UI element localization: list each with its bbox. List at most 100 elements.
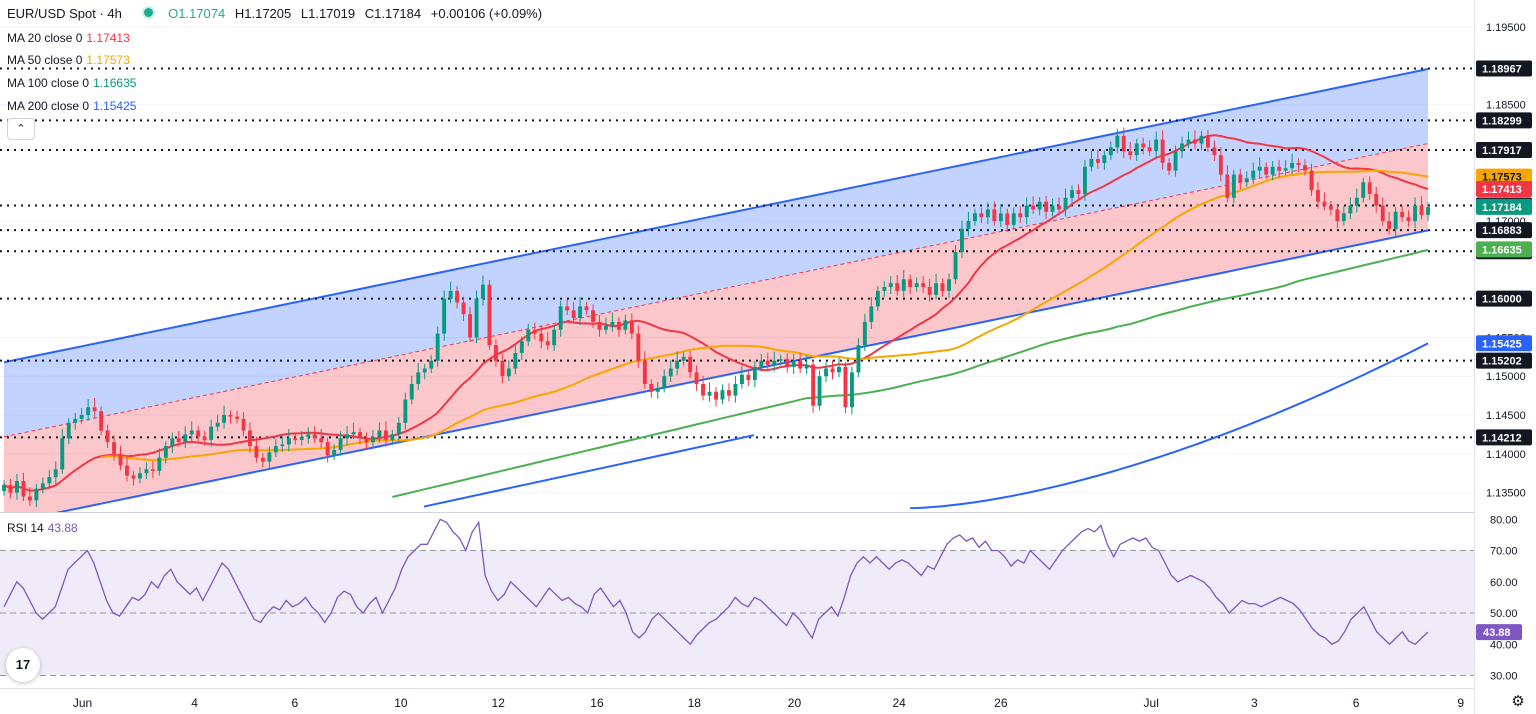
candle-body — [1393, 211, 1398, 229]
candle-body — [15, 481, 19, 493]
candle-body — [338, 438, 343, 450]
candle-body — [183, 434, 188, 443]
candle-body — [1180, 143, 1184, 152]
candle-body — [1044, 201, 1049, 212]
ohlc-open: O1.17074 — [168, 6, 226, 21]
candle-body — [409, 384, 414, 400]
candle-body — [1083, 166, 1087, 194]
candle-body — [1283, 168, 1288, 171]
legend-ma200[interactable]: MA 200 close 0 1.15425 — [7, 99, 136, 113]
candle-body — [882, 287, 887, 291]
candle-body — [47, 477, 52, 484]
candle-body — [112, 442, 116, 454]
symbol-title[interactable]: EUR/USD Spot · 4h — [7, 6, 122, 21]
time-tick-label: 16 — [590, 696, 604, 710]
tradingview-logo[interactable]: 17 — [6, 648, 40, 682]
candle-body — [830, 368, 835, 373]
price-tag-label: 1.17184 — [1482, 202, 1523, 214]
candle-body — [1257, 166, 1262, 171]
candle-body — [429, 360, 434, 369]
legend-ma50[interactable]: MA 50 close 0 1.17573 — [7, 53, 130, 67]
candle-body — [519, 341, 524, 353]
candle-body — [934, 283, 938, 295]
candle-body — [1400, 211, 1405, 218]
candle-body — [189, 430, 194, 435]
candle-body — [629, 320, 634, 334]
candle-body — [1115, 135, 1120, 148]
candle-body — [332, 449, 337, 456]
candle-body — [947, 279, 951, 291]
level-tag — [1476, 429, 1532, 446]
candle-body — [384, 430, 388, 440]
candle-body — [506, 368, 511, 377]
candle-body — [422, 368, 427, 373]
candle-body — [927, 287, 932, 295]
candle-body — [921, 283, 926, 288]
price-tag — [1476, 181, 1532, 198]
candle-body — [1063, 197, 1068, 210]
candle-body — [293, 438, 298, 440]
candle-body — [131, 475, 136, 479]
candle-body — [558, 306, 563, 330]
candle-body — [280, 444, 285, 447]
legend-rsi[interactable]: RSI 14 43.88 — [7, 521, 78, 535]
legend-ma20-value: 1.17413 — [86, 31, 130, 45]
candle-body — [125, 465, 129, 476]
candle-body — [345, 434, 349, 439]
rsi-tick-label: 40.00 — [1490, 639, 1518, 651]
candle-body — [53, 469, 58, 478]
candle-body — [772, 360, 777, 365]
candle-body — [1277, 166, 1282, 171]
candle-body — [545, 341, 550, 346]
legend-rsi-label: RSI 14 — [7, 521, 44, 535]
candle-body — [960, 228, 964, 253]
candle-body — [364, 438, 369, 443]
legend-ma200-label: MA 200 close 0 — [7, 99, 90, 113]
time-tick-label: Jun — [73, 696, 92, 710]
time-tick-label: 12 — [492, 696, 506, 710]
candle-body — [60, 438, 65, 470]
gear-icon[interactable]: ⚙ — [1511, 693, 1525, 710]
candle-body — [740, 374, 744, 384]
level-tag-label: 1.16883 — [1482, 225, 1522, 237]
candle-body — [571, 310, 576, 319]
candle-body — [1108, 147, 1113, 156]
candle-body — [1419, 205, 1424, 215]
price-tick-label: 1.14000 — [1486, 449, 1526, 461]
candle-body — [286, 438, 291, 445]
candle-body — [604, 325, 608, 330]
old-trend-line — [423, 434, 755, 508]
candle-body — [1251, 170, 1256, 179]
rsi-tick-label: 60.00 — [1490, 577, 1518, 589]
candle-body — [487, 284, 492, 346]
level-tag — [1476, 141, 1532, 158]
price-tick-label: 1.19500 — [1486, 22, 1526, 34]
candle-body — [40, 483, 45, 489]
candle-body — [759, 360, 764, 367]
level-tag — [1476, 290, 1532, 307]
ohlc-change: +0.00106 (+0.09%) — [430, 6, 543, 21]
legend-ma20[interactable]: MA 20 close 0 1.17413 — [7, 31, 130, 45]
candle-body — [163, 446, 168, 458]
candle-body — [1244, 178, 1249, 183]
candle-body — [1316, 190, 1320, 202]
candle-body — [817, 376, 822, 406]
level-tag — [1476, 352, 1532, 369]
ma50-line — [100, 169, 1429, 462]
candle-body — [442, 298, 447, 334]
collapse-legend-button[interactable]: ⌃ — [7, 118, 35, 140]
legend-ma100-value: 1.16635 — [93, 76, 137, 90]
candle-body — [940, 283, 945, 291]
channel-mid-line — [3, 143, 1429, 438]
candle-body — [1121, 135, 1126, 152]
candle-body — [1426, 207, 1430, 215]
candle-body — [390, 434, 395, 440]
candle-body — [701, 384, 705, 396]
legend-ma100[interactable]: MA 100 close 0 1.16635 — [7, 76, 136, 90]
candle-body — [1380, 205, 1385, 222]
candle-body — [1413, 205, 1417, 222]
level-tag-label: 1.15202 — [1482, 356, 1522, 368]
market-status-icon — [141, 6, 155, 19]
candle-body — [895, 283, 900, 291]
